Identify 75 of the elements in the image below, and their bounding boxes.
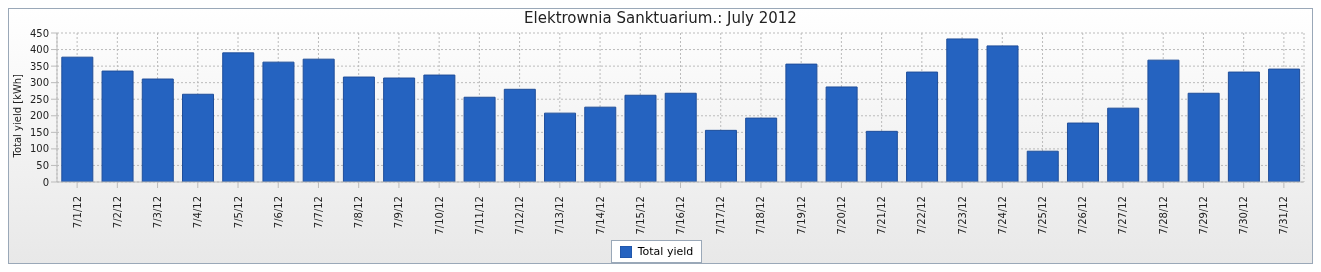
x-tick-label: 7/24/12 <box>996 196 1008 235</box>
chart-title: Elektrownia Sanktuarium.: July 2012 <box>523 9 798 27</box>
x-tick-label: 7/21/12 <box>876 196 888 235</box>
y-tick-label: 50 <box>36 159 49 171</box>
x-tick-label: 7/31/12 <box>1278 196 1290 235</box>
bar <box>986 45 1019 182</box>
y-tick-label: 300 <box>29 77 49 89</box>
bar <box>785 63 818 182</box>
bar <box>624 94 657 182</box>
bar <box>383 77 416 182</box>
bar <box>704 129 737 182</box>
x-tick-label: 7/19/12 <box>795 196 807 235</box>
x-tick-label: 7/18/12 <box>755 196 767 235</box>
x-tick-label: 7/16/12 <box>675 196 686 235</box>
x-tick-label: 7/28/12 <box>1157 196 1169 235</box>
bar <box>182 93 214 182</box>
bar <box>463 96 496 182</box>
x-tick-label: 7/25/12 <box>1037 196 1049 235</box>
x-tick-label: 7/5/12 <box>232 196 244 229</box>
x-tick-label: 7/10/12 <box>433 196 445 235</box>
x-tick-label: 7/26/12 <box>1077 196 1089 235</box>
y-axis-title: Total yield [kWh] <box>11 73 23 159</box>
bar <box>946 38 979 182</box>
x-tick-label: 7/2/12 <box>111 196 123 229</box>
x-tick-label: 7/13/12 <box>554 196 566 235</box>
x-tick-label: 7/23/12 <box>956 196 968 235</box>
x-tick-label: 7/20/12 <box>835 196 847 235</box>
bar <box>302 58 335 182</box>
y-tick-label: 350 <box>29 60 49 72</box>
bar <box>584 106 617 182</box>
x-tick-label: 7/27/12 <box>1117 196 1129 235</box>
y-tick-label: 250 <box>29 93 49 105</box>
bar <box>664 92 697 182</box>
bar <box>865 130 898 182</box>
x-tick-label: 7/29/12 <box>1197 196 1209 235</box>
y-tick-label: 150 <box>29 126 49 138</box>
x-tick-label: 7/14/12 <box>594 196 606 235</box>
legend-label: Total yield <box>636 245 694 258</box>
bar <box>1026 150 1059 182</box>
bar <box>825 86 858 182</box>
y-tick-label: 200 <box>29 110 49 122</box>
bar <box>1187 92 1220 182</box>
bar <box>342 76 375 182</box>
x-tick-label: 7/9/12 <box>393 196 405 229</box>
x-tick-label: 7/15/12 <box>634 196 646 235</box>
bar <box>423 74 456 182</box>
bar <box>1066 122 1099 182</box>
x-tick-label: 7/7/12 <box>312 196 324 229</box>
x-tick-label: 7/4/12 <box>192 196 204 229</box>
bar <box>61 56 94 182</box>
x-tick-label: 7/3/12 <box>152 196 164 229</box>
bar <box>1227 71 1260 182</box>
bar <box>101 70 134 182</box>
x-tick-label: 7/8/12 <box>353 196 365 229</box>
x-tick-label: 7/6/12 <box>272 196 284 229</box>
bar <box>262 61 295 182</box>
x-tick-label: 7/30/12 <box>1238 196 1250 235</box>
y-tick-label: 400 <box>29 44 49 56</box>
y-tick-label: 0 <box>42 176 49 188</box>
bar <box>544 112 577 182</box>
bar <box>1107 107 1140 182</box>
y-tick-label: 100 <box>29 143 49 155</box>
bar <box>1268 68 1301 182</box>
x-tick-label: 7/22/12 <box>916 196 928 235</box>
bar <box>503 88 536 182</box>
bar <box>222 52 255 182</box>
y-tick-label: 450 <box>29 27 49 39</box>
bar <box>906 71 939 182</box>
x-tick-label: 7/17/12 <box>715 196 727 235</box>
bar <box>141 78 174 182</box>
bar <box>745 117 778 182</box>
x-tick-label: 7/1/12 <box>71 196 83 229</box>
bar <box>1147 59 1180 182</box>
x-tick-label: 7/11/12 <box>473 196 485 235</box>
x-tick-label: 7/12/12 <box>514 196 526 235</box>
